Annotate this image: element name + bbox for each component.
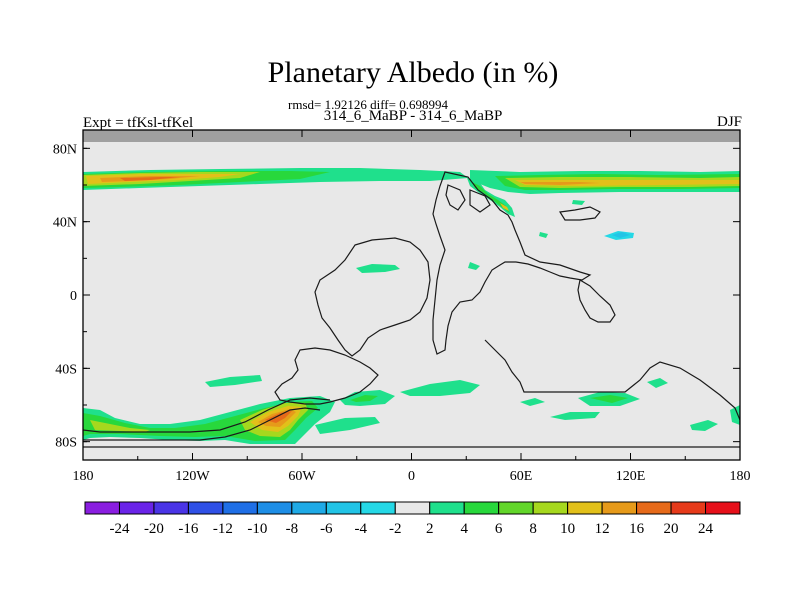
siberia-small-patch	[572, 200, 585, 205]
colorbar-label: -24	[109, 521, 129, 537]
south-atlantic-patch-6	[350, 395, 378, 402]
colorbar-label: -6	[320, 521, 333, 537]
colorbar-label: 24	[698, 521, 714, 537]
season-label: DJF	[717, 114, 742, 130]
colorbar-box	[84, 501, 120, 515]
experiment-label: Expt = tfKsl-tfKel	[83, 115, 193, 131]
colorbar-label: -16	[178, 521, 198, 537]
asia-small-patch	[539, 232, 548, 238]
colorbar-label: -10	[247, 521, 267, 537]
x-tick-label: 120W	[175, 469, 210, 484]
east-asia-negative-4	[612, 232, 630, 238]
colorbar-box	[532, 501, 569, 515]
colorbar: -24 -20 -16 -12 -10 -8 -6 -4 -2 2 4 6 8 10 12 16 20 24	[84, 501, 741, 537]
x-axis: 180 120W 60W 0 60E 120E 180	[73, 130, 751, 484]
scandinavia-tongue-6	[472, 182, 510, 213]
chart-subtitle-case: 314_6_MaBP - 314_6_MaBP	[324, 108, 503, 124]
y-tick-label: 40S	[55, 362, 77, 377]
andes-20	[265, 411, 292, 423]
colorbar-label: 4	[460, 521, 468, 537]
southern-ocean-patch-1	[315, 417, 380, 434]
x-tick-label: 180	[730, 469, 751, 484]
arctic-band-20-west	[120, 177, 180, 181]
y-axis: 80N 40N 0 40S 80S	[53, 142, 740, 451]
colorbar-label: 16	[629, 521, 645, 537]
colorbar-label: 6	[495, 521, 503, 537]
continent-outlines	[83, 171, 740, 448]
y-tick-label: 0	[70, 289, 77, 304]
colorbar-box	[601, 501, 638, 515]
x-tick-label: 120E	[616, 469, 646, 484]
colorbar-box	[429, 501, 465, 515]
southern-patch-5	[730, 405, 740, 425]
southern-patch-4	[690, 420, 718, 431]
arctic-band-12-east	[515, 180, 740, 186]
colorbar-box	[118, 501, 155, 515]
southern-patch-3	[550, 412, 600, 420]
indian-ocean-patch-6	[590, 395, 628, 403]
x-tick-label: 180	[73, 469, 94, 484]
colorbar-label: -12	[213, 521, 233, 537]
x-tick-label: 60E	[510, 469, 533, 484]
colorbar-label: -8	[286, 521, 299, 537]
south-atlantic-patch-east	[400, 380, 480, 396]
scandinavia-tongue-12	[500, 203, 509, 211]
colorbar-label: 10	[560, 521, 575, 537]
colorbar-label: -20	[144, 521, 164, 537]
colorbar-box	[153, 501, 189, 515]
chart-subtitle-stats: rmsd= 1.92126 diff= 0.698994	[288, 97, 448, 112]
colorbar-box	[325, 501, 362, 515]
tropical-atlantic-patch	[356, 264, 400, 273]
y-tick-label: 80S	[55, 436, 77, 451]
south-pacific-patch	[205, 375, 262, 387]
albedo-field	[83, 130, 740, 448]
colorbar-box	[498, 501, 534, 515]
colorbar-box	[670, 501, 707, 515]
colorbar-label: -4	[355, 521, 368, 537]
colorbar-box	[567, 501, 603, 515]
x-tick-label: 0	[408, 469, 415, 484]
arctic-band-16-east	[520, 182, 600, 185]
colorbar-label: 8	[529, 521, 537, 537]
y-tick-label: 40N	[53, 216, 77, 231]
colorbar-box	[360, 501, 396, 515]
colorbar-box	[394, 501, 431, 515]
colorbar-label: 2	[426, 521, 434, 537]
colorbar-box	[636, 501, 672, 515]
colorbar-box	[291, 501, 327, 515]
colorbar-label: -2	[389, 521, 402, 537]
chart-title: Planetary Albedo (in %)	[268, 56, 559, 89]
southern-patch-2	[520, 398, 545, 406]
southern-ocean-10-west	[90, 420, 150, 432]
map-panel: 180 120W 60W 0 60E 120E 180 80N 40N 0 40S 80S	[53, 129, 751, 484]
africa-small-patch	[468, 262, 480, 270]
colorbar-box	[256, 501, 293, 515]
southern-patch-6	[647, 378, 668, 388]
colorbar-label: 20	[664, 521, 679, 537]
y-tick-label: 80N	[53, 142, 77, 157]
colorbar-label: 12	[595, 521, 610, 537]
colorbar-box	[705, 501, 741, 515]
colorbar-box	[187, 501, 224, 515]
colorbar-box	[463, 501, 500, 515]
colorbar-box	[222, 501, 258, 515]
x-tick-label: 60W	[288, 469, 316, 484]
